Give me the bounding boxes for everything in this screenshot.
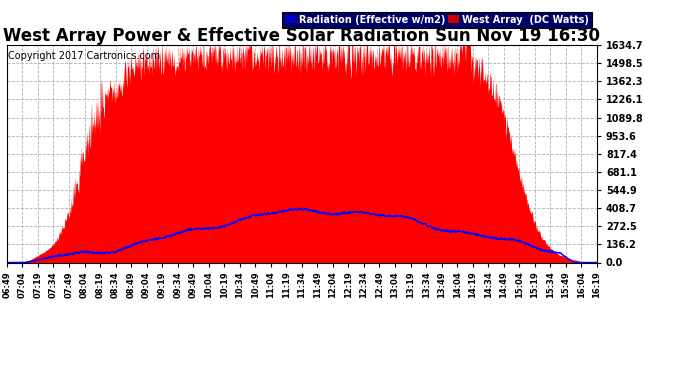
Title: West Array Power & Effective Solar Radiation Sun Nov 19 16:30: West Array Power & Effective Solar Radia… xyxy=(3,27,600,45)
Legend: Radiation (Effective w/m2), West Array  (DC Watts): Radiation (Effective w/m2), West Array (… xyxy=(282,12,592,28)
Text: Copyright 2017 Cartronics.com: Copyright 2017 Cartronics.com xyxy=(8,51,160,61)
